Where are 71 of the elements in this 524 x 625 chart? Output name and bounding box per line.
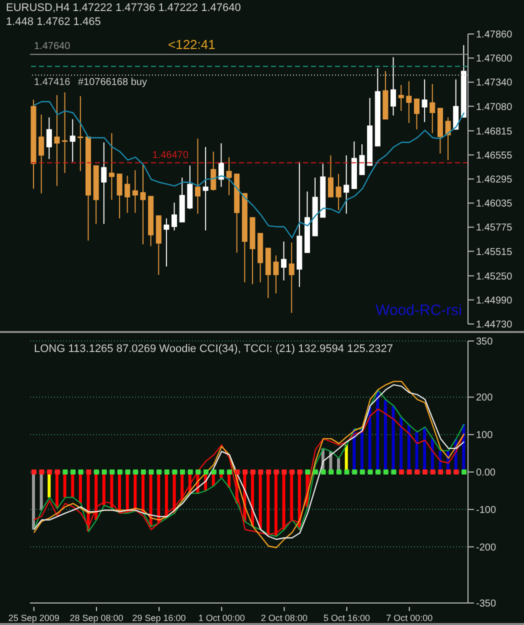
y-tick-label: -100: [476, 504, 496, 516]
candlestick: [453, 78, 459, 130]
x-tick-label: 28 Sep 08:00: [70, 613, 124, 623]
ref-line-label: 1.47416: [34, 77, 70, 88]
candlestick: [38, 114, 44, 194]
candlestick: [273, 254, 279, 294]
x-tick-label: 2 Oct 08:00: [260, 613, 308, 623]
ref-line-label: 1.46470: [152, 150, 188, 161]
y-tick-label: 1.47340: [476, 78, 513, 89]
candlestick: [108, 132, 114, 200]
candlestick: [430, 84, 436, 134]
candlestick: [164, 218, 170, 268]
candlestick: [390, 56, 396, 116]
y-tick-label: 1.46295: [476, 174, 513, 186]
candlestick: [336, 173, 342, 211]
candlestick: [288, 242, 294, 314]
candlestick: [218, 142, 224, 188]
candlestick: [195, 138, 200, 214]
y-tick-label: 1.46815: [476, 126, 513, 138]
y-tick-label: 100: [476, 430, 494, 442]
annotation: Wood-RC-rsi: [376, 302, 462, 319]
candlestick: [328, 154, 334, 198]
candlestick: [414, 98, 420, 130]
y-tick-label: 1.46555: [476, 150, 513, 162]
chart-title: LONG 113.1265 87.0269 Woodie CCI(34), TCCI: (21) 132.9594 125.2327: [34, 343, 393, 355]
annotation: #10766168 buy: [78, 77, 147, 88]
candlestick: [398, 84, 404, 112]
y-tick-label: 1.45515: [476, 246, 513, 258]
y-tick-label: 200: [476, 392, 494, 404]
y-tick-label: 0.00: [476, 468, 496, 479]
candlestick: [281, 241, 287, 281]
candlestick: [46, 116, 52, 160]
candlestick: [116, 173, 122, 219]
candlestick: [445, 116, 451, 161]
candlestick: [70, 118, 76, 162]
x-tick-label: 7 Oct 00:00: [386, 613, 433, 623]
candlestick: [132, 170, 138, 214]
x-tick-label: 25 Sep 2009: [8, 613, 60, 623]
candlestick: [202, 146, 208, 231]
y-tick-label: -350: [476, 598, 496, 610]
candlestick: [54, 94, 60, 186]
candlestick: [140, 164, 146, 245]
line-series: [33, 101, 465, 238]
candlestick: [406, 80, 412, 124]
candlestick: [172, 202, 178, 231]
candlestick: [344, 154, 350, 214]
candlestick: [359, 144, 365, 176]
y-tick-label: 1.47600: [476, 54, 513, 65]
candlestick: [226, 156, 232, 196]
candlestick: [124, 175, 130, 214]
y-tick-label: 1.46035: [476, 198, 513, 210]
candlestick: [422, 78, 428, 123]
candlestick: [101, 142, 107, 224]
y-tick-label: 1.45250: [476, 271, 513, 282]
y-tick-label: 1.44730: [476, 320, 513, 331]
x-tick-label: 1 Oct 00:00: [198, 613, 245, 623]
y-tick-label: 1.47860: [476, 30, 513, 41]
candlestick: [210, 151, 216, 192]
y-tick-label: 1.44990: [476, 295, 513, 306]
x-tick-label: 29 Sep 16:00: [132, 613, 186, 623]
chart-subtitle: 1.448 1.4762 1.465: [6, 16, 101, 28]
y-tick-label: 350: [476, 336, 494, 348]
candlestick: [62, 92, 68, 174]
annotation: <122:41: [168, 37, 216, 52]
y-tick-label: -200: [476, 542, 496, 554]
candlestick: [78, 96, 84, 172]
ref-line-label: 1.47640: [34, 41, 70, 52]
x-tick-label: 5 Oct 16:00: [324, 613, 370, 623]
y-tick-label: 1.47080: [476, 102, 513, 113]
y-tick-label: 1.45775: [476, 222, 513, 234]
chart-title: EURUSD,H4 1.47222 1.47736 1.47222 1.47640: [6, 2, 241, 14]
